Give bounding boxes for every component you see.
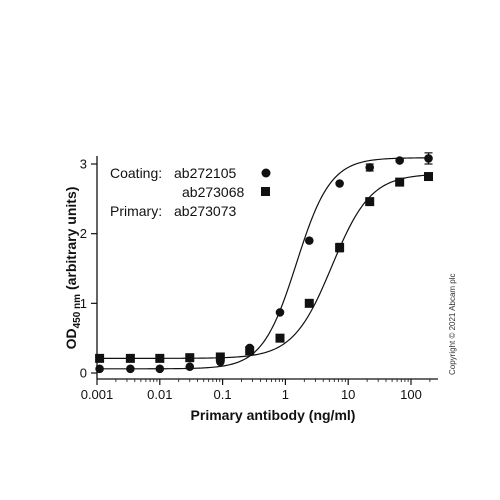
data-points — [95, 152, 434, 374]
legend-series-1-marker — [261, 168, 271, 178]
x-ticks: 0.001 0.01 0.1 1 10 100 — [81, 379, 431, 402]
x-tick-label: 1 — [282, 387, 289, 402]
svg-text:OD450 nm (arbitrary units): OD450 nm (arbitrary units) — [63, 187, 83, 350]
data-point-ab273068 — [125, 353, 135, 363]
data-point-ab272105 — [395, 156, 404, 165]
x-tick-label: 100 — [400, 387, 422, 402]
x-tick-label: 0.1 — [214, 387, 232, 402]
x-axis-title: Primary antibody (ng/ml) — [191, 407, 356, 423]
data-point-ab272105 — [365, 163, 375, 172]
data-point-ab273068 — [395, 177, 405, 187]
legend-primary-label: Primary: — [110, 203, 162, 219]
fit-curve-2 — [97, 174, 430, 359]
data-point-ab272105 — [126, 364, 135, 374]
data-point-ab273068 — [275, 333, 285, 343]
legend-series-2-marker — [261, 187, 270, 196]
data-point-ab273068 — [245, 346, 255, 356]
data-point-ab272105 — [185, 362, 195, 372]
y-axis-title-rest: (arbitrary units) — [63, 187, 79, 294]
x-tick-label: 10 — [341, 387, 355, 402]
legend-coating-label: Coating: — [110, 165, 162, 181]
legend-series-1-name: ab272105 — [174, 165, 237, 181]
x-tick-label: 0.001 — [81, 387, 114, 402]
data-point-ab272105 — [304, 236, 314, 245]
data-point-ab273068 — [95, 353, 105, 363]
data-point-ab273068 — [215, 352, 225, 362]
y-ticks: 0 1 2 3 — [80, 157, 97, 381]
legend-series-2-name: ab273068 — [182, 184, 245, 200]
copyright-text: Copyright © 2021 Abcam plc — [448, 273, 457, 375]
y-axis-title: OD450 nm (arbitrary units) — [63, 187, 83, 350]
y-tick-label: 1 — [80, 296, 87, 311]
data-point-ab272105 — [335, 179, 344, 188]
data-point-ab273068 — [335, 243, 345, 253]
y-tick-label: 3 — [80, 157, 87, 172]
data-point-ab272105 — [275, 308, 285, 317]
y-tick-label: 0 — [80, 366, 87, 381]
x-tick-label: 0.01 — [147, 387, 172, 402]
fit-curve-1 — [97, 157, 430, 370]
data-point-ab273068 — [185, 353, 195, 363]
data-point-ab272105 — [155, 364, 165, 374]
data-point-ab273068 — [424, 172, 434, 182]
data-point-ab273068 — [155, 353, 165, 363]
data-point-ab273068 — [365, 197, 375, 207]
legend-primary-value: ab273073 — [174, 203, 237, 219]
data-point-ab273068 — [304, 298, 314, 308]
legend: Coating: ab272105 ab273068 Primary: ab27… — [110, 165, 271, 219]
data-point-ab272105 — [95, 364, 104, 374]
fit-curves — [97, 157, 430, 370]
y-axis-title-subscript: 450 nm — [72, 294, 83, 329]
y-tick-label: 2 — [80, 226, 87, 241]
data-point-ab272105 — [424, 154, 433, 163]
y-axis-title-main: OD — [63, 328, 79, 349]
